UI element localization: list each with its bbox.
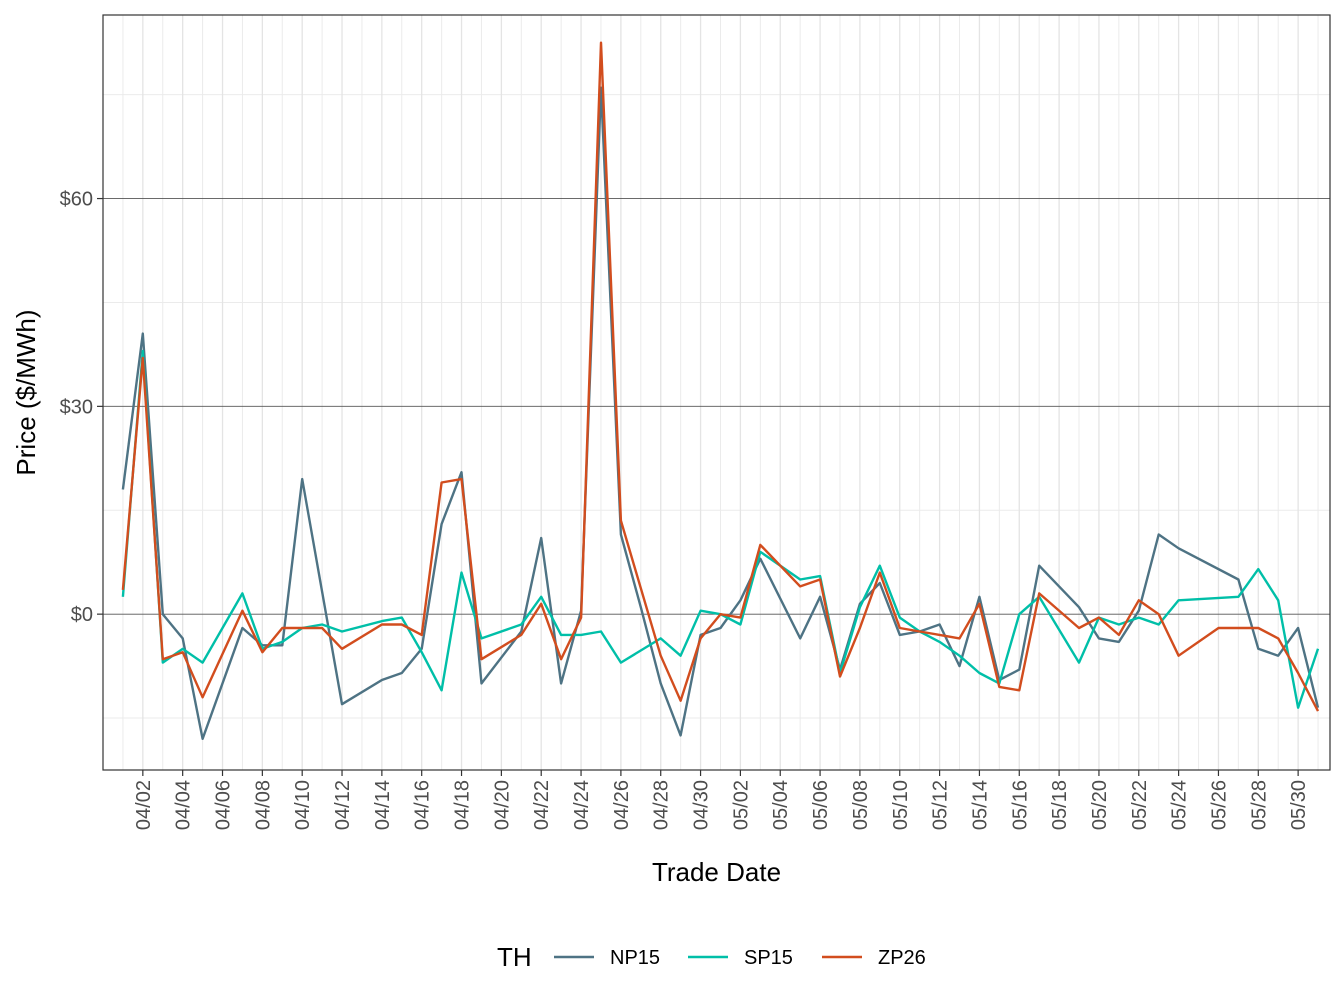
x-tick-label: 05/10 — [890, 780, 912, 830]
x-tick-label: 04/22 — [531, 780, 553, 830]
x-tick-label: 05/18 — [1049, 780, 1071, 830]
x-tick-label: 04/14 — [372, 780, 394, 830]
x-tick-label: 05/08 — [850, 780, 872, 830]
x-tick-label: 04/30 — [691, 780, 713, 830]
y-axis: $0 $30 $60 — [60, 189, 103, 626]
legend-title: TH — [497, 942, 532, 972]
x-tick-label: 05/28 — [1248, 780, 1270, 830]
x-tick-label: 05/20 — [1089, 780, 1111, 830]
legend-label-sp15: SP15 — [744, 947, 793, 969]
x-tick-label: 04/16 — [412, 780, 434, 830]
x-tick-label: 04/10 — [292, 780, 314, 830]
x-axis: 04/02 04/04 04/06 04/08 04/10 04/12 04/14 04/16… — [133, 770, 1310, 830]
legend-label-np15: NP15 — [610, 947, 660, 969]
x-tick-label: 05/06 — [810, 780, 832, 830]
x-tick-label: 05/02 — [730, 780, 752, 830]
panel-border — [102, 14, 1331, 771]
x-tick-label: 05/22 — [1129, 780, 1151, 830]
y-tick-label: $60 — [60, 189, 93, 211]
x-tick-label: 05/12 — [930, 780, 952, 830]
y-tick-label: $0 — [71, 604, 93, 626]
x-tick-label: 04/04 — [173, 780, 195, 830]
x-tick-label: 05/14 — [969, 780, 991, 830]
x-tick-label: 04/18 — [452, 780, 474, 830]
x-tick-label: 05/30 — [1288, 780, 1310, 830]
x-tick-label: 05/24 — [1169, 780, 1191, 830]
x-tick-label: 04/24 — [571, 780, 593, 830]
legend: TH NP15 SP15 ZP26 — [497, 942, 926, 972]
series-lines — [121, 41, 1320, 740]
x-axis-title: Trade Date — [652, 857, 781, 887]
x-tick-label: 04/08 — [252, 780, 274, 830]
x-tick-label: 04/26 — [611, 780, 633, 830]
y-axis-title: Price ($/MWh) — [11, 309, 41, 475]
minor-gridlines — [103, 15, 1330, 770]
x-tick-label: 04/12 — [332, 780, 354, 830]
x-tick-label: 05/04 — [770, 780, 792, 830]
x-tick-label: 04/20 — [491, 780, 513, 830]
x-tick-label: 04/06 — [213, 780, 235, 830]
x-tick-label: 05/26 — [1208, 780, 1230, 830]
x-tick-label: 04/28 — [651, 780, 673, 830]
legend-label-zp26: ZP26 — [878, 947, 926, 969]
series-line-np15 — [121, 86, 1320, 740]
series-line-zp26 — [121, 41, 1320, 712]
x-tick-label: 04/02 — [133, 780, 155, 830]
x-tick-label: 05/16 — [1009, 780, 1031, 830]
major-gridlines — [103, 15, 1330, 770]
y-tick-label: $30 — [60, 396, 93, 418]
